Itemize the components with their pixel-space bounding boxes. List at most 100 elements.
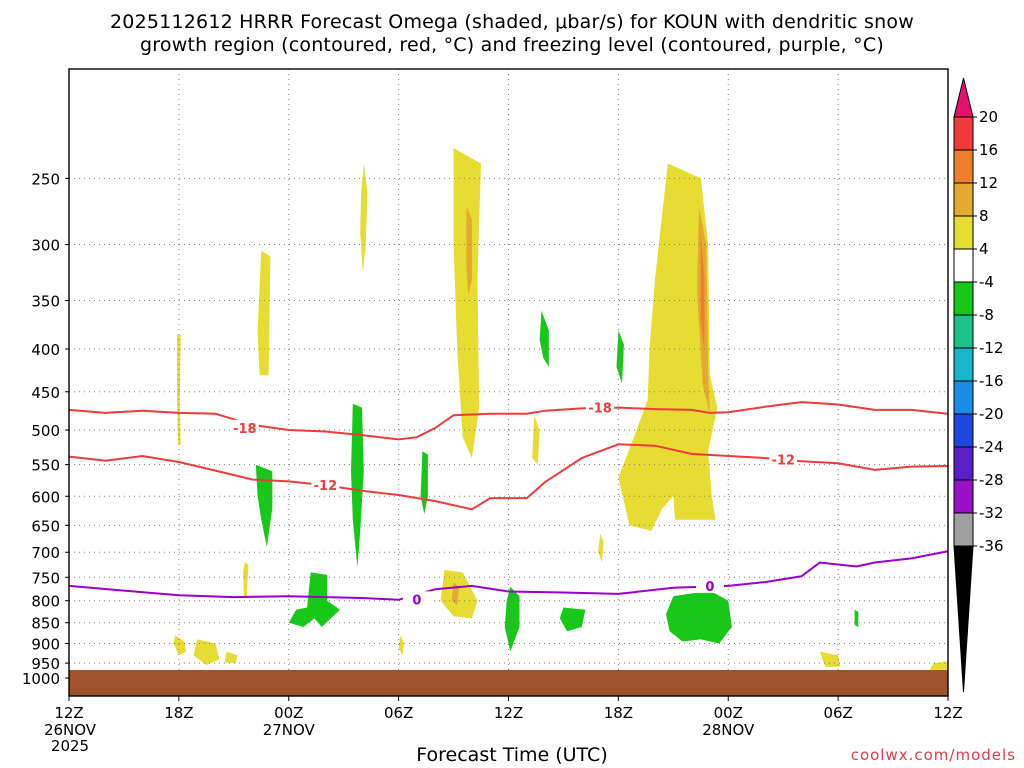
x-tick-sublabel: 2025 (51, 737, 89, 755)
omega-negative-region (504, 586, 520, 652)
omega-positive-region (398, 635, 405, 656)
colorbar-bin (953, 149, 974, 184)
y-tick-label: 600 (31, 488, 60, 506)
contour-label: 0 (412, 593, 421, 608)
contour-layer: -18 -18 -12 -12 0 0 (69, 399, 948, 608)
omega-positive-region (819, 651, 840, 667)
y-tick-label: 350 (31, 293, 60, 311)
colorbar-bin (953, 314, 974, 349)
omega-colorbar: 20 16 12 8 4 -4 -8 -12 -16 -20 -24 -28 -32 -36 (953, 77, 1004, 693)
contour-label: -12 (771, 453, 795, 468)
contour-label: -12 (314, 479, 338, 494)
omega-positive-region (440, 570, 478, 619)
omega-negative-region (539, 310, 549, 367)
colorbar-bin (953, 479, 974, 514)
colorbar-bin (953, 281, 974, 316)
x-tick-label: 18Z (604, 704, 633, 722)
omega-positive-region (224, 651, 238, 664)
x-tick-label: 12Z (933, 704, 962, 722)
colorbar-bin (953, 248, 974, 283)
credit-text: coolwx.com/models (850, 746, 1016, 764)
colorbar-label: -24 (979, 438, 1004, 456)
contour-label: -18 (588, 402, 612, 417)
colorbar-label: 4 (979, 240, 989, 258)
omega-positive-region (257, 250, 271, 376)
colorbar-label: -16 (979, 372, 1004, 390)
colorbar-label: -36 (979, 537, 1004, 555)
contour-label: -18 (233, 422, 257, 437)
y-tick-label: 500 (31, 422, 60, 440)
chart-title-line-2: growth region (contoured, red, °C) and f… (140, 34, 884, 56)
colorbar-label: 20 (979, 108, 998, 126)
omega-negative-region (351, 403, 364, 568)
colorbar-bin (953, 347, 974, 382)
x-tick-label: 00Z (274, 704, 303, 722)
x-tick-sublabel: 27NOV (263, 721, 316, 739)
contour-label: 0 (705, 580, 714, 595)
contour-label-bg (230, 419, 259, 435)
contour-label-bg (311, 477, 340, 493)
y-tick-label: 800 (31, 593, 60, 611)
omega-shading-layer (173, 148, 948, 671)
x-tick-label: 12Z (494, 704, 523, 722)
x-tick-label: 18Z (164, 704, 193, 722)
chart-title-line-1: 2025112612 HRRR Forecast Omega (shaded, … (110, 11, 914, 33)
y-tick-label: 700 (31, 544, 60, 562)
omega-positive-region (173, 635, 187, 656)
omega-positive-region (466, 206, 472, 296)
colorbar-bin (953, 413, 974, 448)
y-tick-label: 950 (31, 655, 60, 673)
contour-label-bg (769, 451, 798, 467)
colorbar-bin (953, 512, 974, 547)
y-tick-label: 850 (31, 615, 60, 633)
colorbar-bin (953, 116, 974, 151)
colorbar-bin (953, 182, 974, 217)
colorbar-label: -28 (979, 471, 1004, 489)
colorbar-bin (953, 380, 974, 415)
x-tick-label: 12Z (54, 704, 83, 722)
omega-negative-region (255, 464, 273, 547)
colorbar-bottom-arrow (953, 545, 974, 693)
omega-positive-region (532, 415, 540, 465)
ground-layer (69, 670, 948, 696)
colorbar-label: 16 (979, 141, 998, 159)
omega-negative-region (666, 590, 732, 644)
contour-label-bg (695, 577, 724, 593)
omega-positive-region (193, 639, 220, 665)
y-tick-label: 650 (31, 517, 60, 535)
x-axis-label: Forecast Time (UTC) (416, 744, 608, 766)
omega-negative-region (288, 572, 340, 627)
y-tick-label: 900 (31, 635, 60, 653)
y-tick-label: 750 (31, 569, 60, 587)
omega-negative-region (616, 330, 624, 384)
contour-label-bg (586, 399, 615, 415)
omega-negative-region (420, 451, 428, 514)
colorbar-bin (953, 446, 974, 481)
colorbar-label: -8 (979, 306, 994, 324)
omega-positive-region (618, 163, 718, 531)
colorbar-top-arrow (953, 77, 974, 118)
pressure-axis: 250 300 350 400 450 500 550 600 650 700 750 800 850 9… (22, 170, 69, 688)
contour-line-minus18 (69, 401, 948, 441)
colorbar-bin (953, 215, 974, 250)
x-tick-label: 00Z (714, 704, 743, 722)
omega-positive-region (243, 562, 249, 597)
omega-positive-region (453, 148, 481, 458)
colorbar-label: -32 (979, 504, 1004, 522)
omega-positive-region (598, 533, 604, 563)
contour-label-bg (402, 591, 431, 607)
omega-positive-region (929, 661, 948, 671)
y-tick-label: 400 (31, 341, 60, 359)
omega-negative-region (559, 607, 586, 632)
y-tick-label: 250 (31, 170, 60, 188)
x-tick-label: 06Z (823, 704, 852, 722)
x-tick-label: 06Z (384, 704, 413, 722)
colorbar-label: -12 (979, 339, 1004, 357)
x-tick-sublabel: 28NOV (702, 721, 755, 739)
y-tick-label: 550 (31, 457, 60, 475)
omega-negative-region (854, 609, 859, 627)
y-tick-label: 450 (31, 384, 60, 402)
y-tick-label: 300 (31, 237, 60, 255)
